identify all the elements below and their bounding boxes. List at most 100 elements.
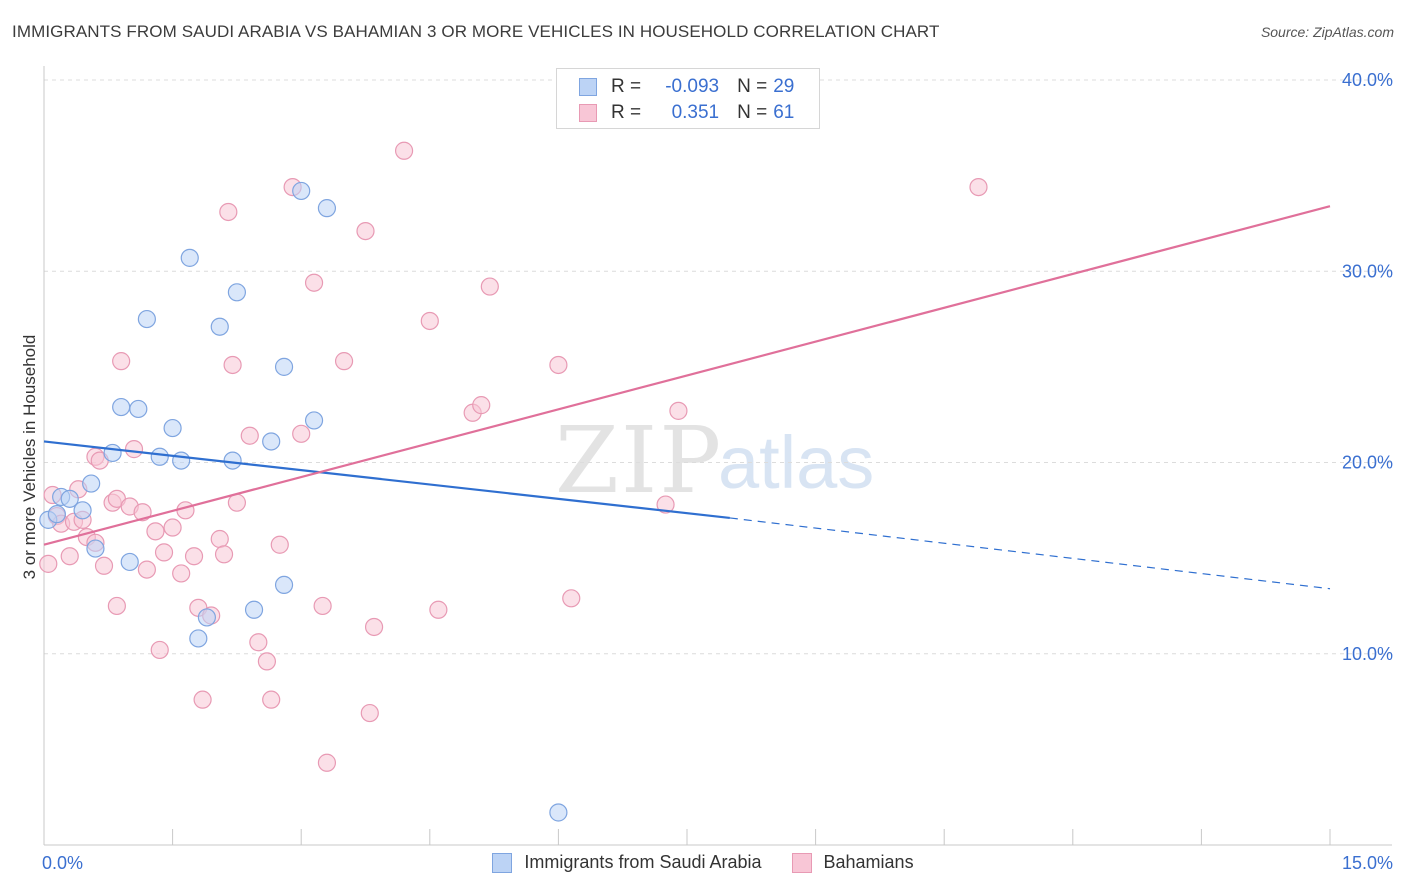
- saudi-arabia-point: [47, 505, 66, 524]
- bahamians-point: [124, 440, 144, 459]
- saudi-arabia-point: [163, 418, 182, 438]
- bahamians-point: [163, 518, 182, 537]
- y-tick-label: 20.0%: [1342, 453, 1393, 473]
- bahamians-point: [656, 495, 675, 514]
- legend-r-value: 0.351: [671, 102, 720, 123]
- saudi-arabia-trend-extension: [729, 517, 1331, 590]
- bahamians-point: [227, 493, 246, 512]
- bahamians-point: [360, 703, 379, 723]
- bahamians-point: [334, 352, 354, 371]
- bahamians-point: [240, 426, 259, 445]
- saudi-arabia-points: [39, 181, 568, 822]
- saudi-arabia-point: [244, 600, 264, 619]
- saudi-arabia-point: [73, 501, 92, 520]
- bahamians-point: [176, 501, 195, 520]
- x-tick-labels: 0.0% 15.0%: [42, 853, 1393, 873]
- saudi-arabia-point: [262, 432, 281, 451]
- trend-lines: [43, 205, 1331, 590]
- bahamians-point: [562, 589, 581, 608]
- legend-item-bahamians: Bahamians: [791, 852, 914, 873]
- legend-swatch-blue: [579, 78, 597, 96]
- bahamians-point: [262, 690, 281, 709]
- x-tick-label: 0.0%: [42, 853, 83, 873]
- bahamians-point: [969, 178, 988, 197]
- saudi-arabia-point: [274, 357, 294, 376]
- bahamians-point: [270, 535, 289, 554]
- saudi-arabia-point: [120, 552, 139, 572]
- bahamians-point: [133, 503, 152, 522]
- bahamians-point: [223, 355, 242, 375]
- saudi-arabia-point: [223, 451, 242, 470]
- saudi-arabia-point: [112, 397, 131, 417]
- x-tick-label: 15.0%: [1342, 853, 1393, 873]
- legend-item-saudi-arabia: Immigrants from Saudi Arabia: [492, 852, 762, 873]
- bahamians-point: [137, 560, 156, 579]
- bahamians-point: [214, 545, 234, 564]
- saudi-arabia-point: [189, 629, 208, 648]
- saudi-arabia-point: [86, 539, 105, 558]
- y-tick-label: 40.0%: [1342, 70, 1393, 90]
- saudi-arabia-point: [60, 489, 79, 508]
- legend-label-saudi-arabia: Immigrants from Saudi Arabia: [524, 852, 762, 872]
- legend-n-value: 61: [773, 102, 795, 123]
- series-legend: Immigrants from Saudi Arabia Bahamians: [0, 852, 1406, 873]
- bahamians-point: [172, 564, 191, 583]
- legend-n-label: N =: [737, 76, 768, 97]
- saudi-arabia-point: [549, 803, 568, 822]
- bahamians-point: [94, 556, 114, 575]
- saudi-arabia-point: [137, 309, 156, 329]
- bahamians-point: [210, 529, 229, 549]
- y-tick-label: 10.0%: [1342, 644, 1393, 664]
- bahamians-point: [317, 753, 337, 772]
- legend-n-value: 29: [773, 76, 795, 97]
- legend-r-label: R =: [611, 76, 642, 97]
- saudi-arabia-point: [172, 451, 191, 470]
- bahamians-point: [313, 596, 332, 616]
- legend-n-label: N =: [737, 102, 768, 123]
- bahamians-point: [480, 277, 499, 296]
- legend-row-bahamians: R = 0.351 N = 61: [579, 100, 794, 126]
- legend-label-bahamians: Bahamians: [823, 852, 914, 872]
- bahamians-trend-line: [43, 205, 1331, 546]
- saudi-arabia-trend-line: [43, 440, 730, 520]
- bahamians-point: [184, 547, 204, 566]
- bahamians-point: [420, 311, 439, 331]
- source-label: Source: ZipAtlas.com: [1260, 24, 1394, 40]
- bahamians-point: [304, 273, 324, 292]
- bahamians-point: [257, 652, 277, 671]
- saudi-arabia-point: [274, 575, 294, 595]
- legend-swatch-pink: [791, 852, 812, 873]
- saudi-arabia-point: [150, 447, 169, 466]
- watermark-zip: ZIP: [555, 407, 723, 514]
- saudi-arabia-point: [317, 199, 337, 218]
- legend-swatch-blue: [492, 852, 513, 873]
- saudi-arabia-point: [103, 443, 122, 463]
- axes: [43, 66, 1392, 846]
- y-tick-label: 30.0%: [1342, 261, 1393, 281]
- chart-title: IMMIGRANTS FROM SAUDI ARABIA VS BAHAMIAN…: [12, 22, 940, 41]
- bahamians-point: [39, 554, 58, 573]
- legend-r-value: -0.093: [665, 76, 720, 97]
- bahamians-points: [39, 141, 988, 772]
- bahamians-point: [356, 221, 375, 241]
- bahamians-point: [219, 202, 238, 222]
- saudi-arabia-point: [197, 608, 216, 627]
- correlation-legend: R = -0.093 N = 29 R = 0.351 N = 61: [556, 68, 820, 129]
- legend-swatch-pink: [579, 104, 597, 122]
- bahamians-point: [193, 690, 212, 709]
- bahamians-point: [107, 596, 126, 616]
- bahamians-point: [429, 600, 448, 619]
- saudi-arabia-point: [292, 181, 311, 201]
- bahamians-point: [549, 355, 568, 375]
- saudi-arabia-point: [129, 399, 148, 419]
- bahamians-point: [146, 522, 165, 541]
- saudi-arabia-point: [227, 283, 246, 302]
- bahamians-point: [364, 617, 384, 637]
- bahamians-point: [292, 424, 311, 443]
- bahamians-point: [150, 640, 169, 660]
- saudi-arabia-point: [82, 474, 101, 493]
- bahamians-point: [394, 141, 414, 160]
- bahamians-point: [472, 396, 491, 415]
- y-tick-labels: 10.0% 20.0% 30.0% 40.0%: [1342, 70, 1393, 664]
